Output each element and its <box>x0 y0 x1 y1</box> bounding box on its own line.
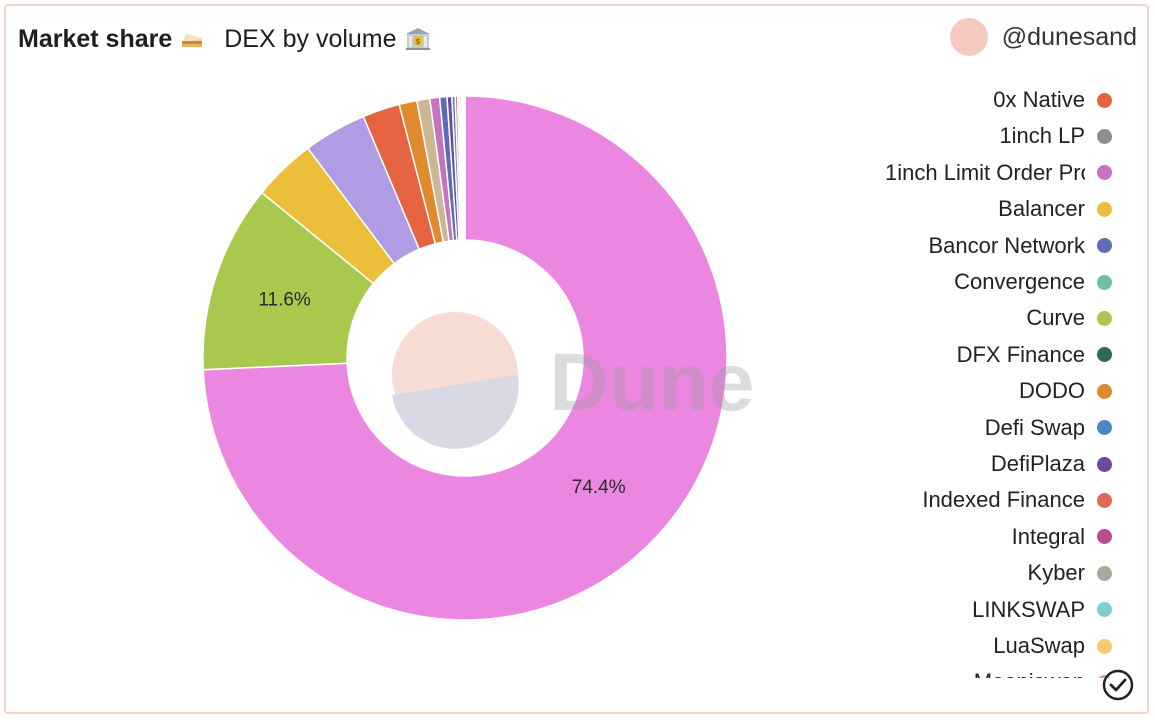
legend-item[interactable]: LINKSWAP <box>972 592 1112 628</box>
legend-swatch <box>1097 383 1112 399</box>
legend-label: DefiPlaza <box>990 451 1085 476</box>
legend-label: Curve <box>1026 305 1085 331</box>
legend-item[interactable]: DFX Finance <box>957 337 1112 373</box>
legend-label: Indexed Finance <box>922 487 1085 513</box>
legend-swatch <box>1097 274 1112 290</box>
legend-item[interactable]: DefiPlaza <box>991 446 1112 482</box>
dune-watermark: Dune <box>550 337 755 428</box>
legend-item[interactable]: Integral <box>1012 519 1112 555</box>
legend-label: Kyber <box>1027 560 1085 586</box>
legend-swatch <box>1097 92 1112 108</box>
cake-emoji-icon <box>180 28 204 50</box>
pie-slice[interactable] <box>202 191 375 371</box>
chart-subtitle: DEX by volume <box>224 24 397 53</box>
legend-label: Defi Swap <box>984 414 1085 440</box>
legend-item[interactable]: Indexed Finance <box>922 482 1112 518</box>
chart-header: Market share DEX by volume $ <box>18 20 431 58</box>
legend-swatch <box>1097 638 1112 654</box>
legend-swatch <box>1097 201 1112 217</box>
avatar <box>949 18 988 56</box>
legend-label: 1inch Limit Order Protocol <box>885 159 1085 185</box>
legend-item[interactable]: 0x Native <box>993 82 1112 118</box>
legend-label: DODO <box>1019 378 1085 404</box>
legend-swatch <box>1097 420 1112 436</box>
legend-label: 1inch LP <box>999 123 1085 149</box>
slice-label: 74.4% <box>572 477 626 498</box>
legend-label: DFX Finance <box>956 341 1085 367</box>
legend-swatch <box>1097 128 1112 144</box>
legend-item[interactable]: Curve <box>1026 300 1112 336</box>
legend-item[interactable]: 1inch LP <box>999 118 1112 154</box>
legend-label: Bancor Network <box>928 232 1085 258</box>
legend-item[interactable]: DODO <box>1019 373 1112 409</box>
legend-item[interactable]: 1inch Limit Order Protocol <box>885 155 1112 191</box>
svg-text:$: $ <box>415 37 420 46</box>
legend-item[interactable]: Bancor Network <box>928 228 1112 264</box>
legend-item[interactable]: Kyber <box>1028 555 1112 591</box>
legend-swatch <box>1097 165 1112 181</box>
legend-swatch <box>1097 565 1112 581</box>
legend-swatch <box>1097 347 1112 363</box>
legend-swatch <box>1097 674 1112 678</box>
legend-label: LuaSwap <box>993 633 1085 658</box>
legend-item[interactable]: Mooniswap <box>974 664 1112 678</box>
legend: 0x Native 1inch LP 1inch Limit Order Proto… <box>850 82 1130 678</box>
legend-label: Convergence <box>954 269 1085 294</box>
legend-label: LINKSWAP <box>972 596 1085 622</box>
dune-logo-icon <box>392 312 519 449</box>
pie-slice[interactable] <box>202 95 728 621</box>
check-circle-icon[interactable] <box>1101 668 1135 702</box>
legend-item[interactable]: LuaSwap <box>993 628 1112 664</box>
chart-title: Market share <box>18 24 173 53</box>
legend-item[interactable]: Defi Swap <box>985 410 1112 446</box>
legend-swatch <box>1097 529 1112 545</box>
slice-label: 11.6% <box>258 289 311 310</box>
legend-swatch <box>1097 238 1112 254</box>
legend-swatch <box>1097 456 1112 472</box>
legend-swatch <box>1097 492 1112 508</box>
legend-label: Mooniswap <box>974 669 1085 678</box>
legend-item[interactable]: Balancer <box>998 191 1112 227</box>
legend-label: Balancer <box>998 196 1085 222</box>
pie-slice[interactable] <box>463 95 466 241</box>
bank-emoji-icon: $ <box>405 27 431 51</box>
user-badge[interactable]: @dunesand <box>949 18 1137 56</box>
legend-swatch <box>1097 310 1112 326</box>
user-handle: @dunesand <box>1001 22 1137 51</box>
legend-swatch <box>1097 602 1112 618</box>
legend-label: 0x Native <box>993 87 1085 112</box>
legend-item[interactable]: Convergence <box>954 264 1112 300</box>
legend-label: Integral <box>1011 523 1085 549</box>
